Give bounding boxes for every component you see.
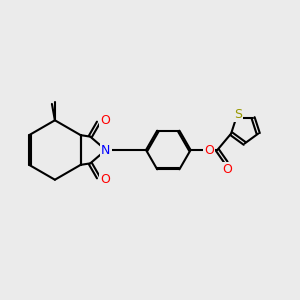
Text: S: S: [234, 108, 242, 121]
Text: O: O: [100, 172, 110, 185]
Text: O: O: [204, 143, 214, 157]
Text: O: O: [222, 163, 232, 176]
Text: O: O: [100, 115, 110, 128]
Text: N: N: [101, 143, 111, 157]
